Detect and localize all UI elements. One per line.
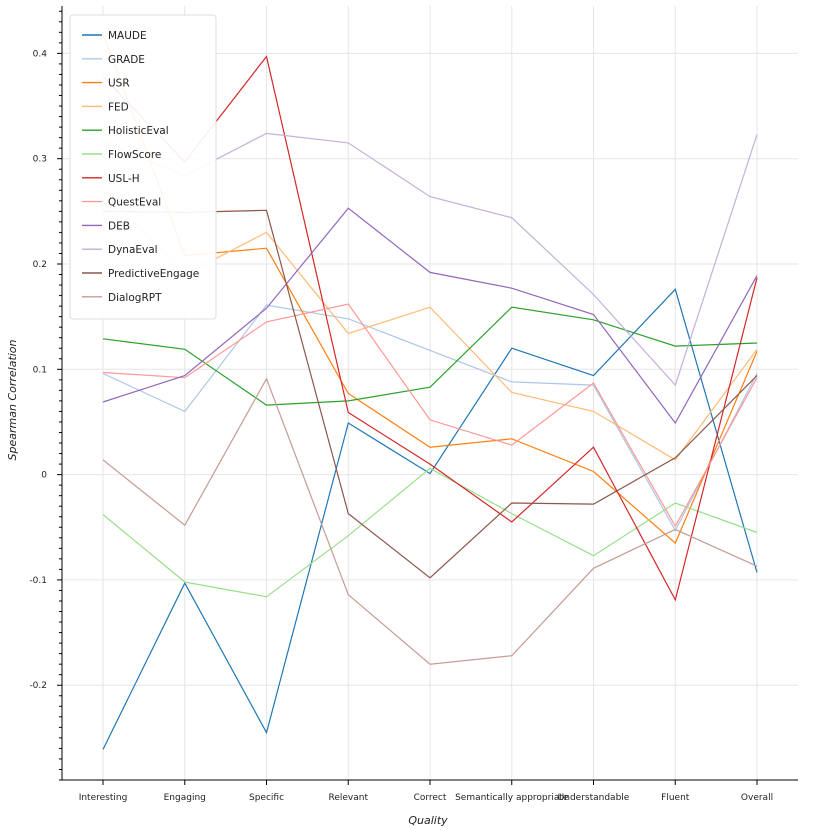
series-line-dialogrpt <box>102 377 758 665</box>
y-tick-label: -0.1 <box>29 576 47 586</box>
legend-label-dialogrpt: DialogRPT <box>108 292 162 304</box>
axes: -0.2 -0.1 0 0.1 0.2 0.3 0.4 Interesting Engaging… <box>29 6 798 803</box>
y-tick-label: 0.1 <box>33 365 47 375</box>
series-line-maude <box>102 288 758 750</box>
x-tick-label: Correct <box>414 793 447 803</box>
legend-box <box>69 14 217 320</box>
legend-label-predictiveengage: PredictiveEngage <box>108 268 199 280</box>
series-line-holisticeval <box>102 306 758 406</box>
x-tick-label: Relevant <box>329 793 369 803</box>
x-tick-label: Fluent <box>661 793 690 803</box>
legend-label-usr: USR <box>108 78 130 90</box>
y-tick-label: 0.2 <box>33 260 47 270</box>
legend-label-usl-h: USL-H <box>108 173 140 185</box>
series-line-questeval <box>102 303 758 528</box>
y-tick-label: 0 <box>41 471 47 481</box>
legend-label-holisticeval: HolisticEval <box>108 125 169 137</box>
legend-label-dynaeval: DynaEval <box>108 244 158 256</box>
legend-label-fed: FED <box>108 101 129 113</box>
series-line-flowscore <box>102 467 758 598</box>
legend-label-grade: GRADE <box>108 54 145 66</box>
x-tick-label: Interesting <box>79 793 128 803</box>
y-tick-label: 0.3 <box>33 155 47 165</box>
y-tick-label: 0.4 <box>33 49 48 59</box>
legend-label-flowscore: FlowScore <box>108 149 161 161</box>
x-tick-label: Semantically appropriate <box>455 793 569 803</box>
x-axis-title: Quality <box>408 814 448 827</box>
y-axis-title: Spearman Correlation <box>6 339 19 460</box>
series-line-grade <box>102 304 758 532</box>
x-tick-label: Overall <box>741 793 773 803</box>
legend: MAUDE GRADE USR FED HolisticEval FlowScore USL… <box>69 14 217 320</box>
x-tick-label: Specific <box>249 793 284 803</box>
legend-label-questeval: QuestEval <box>108 197 161 209</box>
x-tick-label: Understandable <box>558 793 630 803</box>
series-line-deb <box>102 207 758 425</box>
y-tick-label: -0.2 <box>29 681 47 691</box>
legend-label-maude: MAUDE <box>108 30 147 42</box>
x-tick-label: Engaging <box>164 793 206 803</box>
legend-label-deb: DEB <box>108 220 130 232</box>
